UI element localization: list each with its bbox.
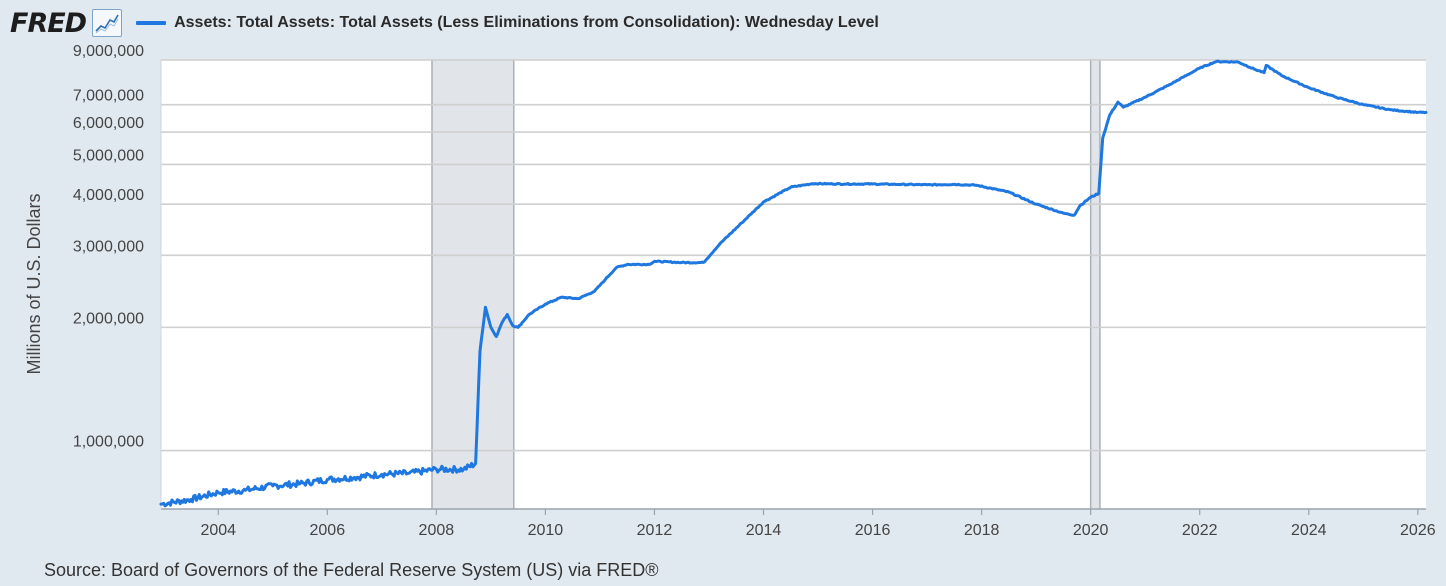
legend-swatch <box>136 21 167 25</box>
x-tick-label: 2016 <box>855 522 891 539</box>
x-tick-label: 2024 <box>1291 522 1327 539</box>
y-tick-label: 5,000,000 <box>73 147 144 164</box>
y-tick-label: 3,000,000 <box>73 238 144 255</box>
fred-logo[interactable]: FRED <box>10 7 87 39</box>
chart-header: FRED Assets: Total Assets: Total Assets … <box>10 6 879 40</box>
y-tick-label: 2,000,000 <box>73 310 144 327</box>
x-tick-label: 2008 <box>419 522 455 539</box>
chart: 1,000,000 2,000,000 3,000,000 4,000,000 5,00… <box>24 43 1436 539</box>
recession-band <box>1089 59 1101 509</box>
plot-area <box>161 59 1426 509</box>
recession-band <box>431 59 515 509</box>
x-tick-label: 2018 <box>964 522 1000 539</box>
x-tick-label: 2020 <box>1073 522 1109 539</box>
line-chart-icon <box>92 9 123 37</box>
y-tick-label: 6,000,000 <box>73 115 144 132</box>
y-axis-title: Millions of U.S. Dollars <box>24 193 44 374</box>
series-line[interactable] <box>159 59 1428 508</box>
x-tick-label: 2026 <box>1400 522 1436 539</box>
y-tick-label: 4,000,000 <box>73 187 144 204</box>
x-tick-label: 2022 <box>1182 522 1218 539</box>
y-tick-label: 9,000,000 <box>73 43 144 60</box>
y-tick-label: 1,000,000 <box>73 434 144 451</box>
x-tick-label: 2012 <box>637 522 673 539</box>
x-tick-label: 2004 <box>200 522 236 539</box>
y-tick-label: 7,000,000 <box>73 88 144 105</box>
source-note: Source: Board of Governors of the Federa… <box>44 560 659 580</box>
legend-label: Assets: Total Assets: Total Assets (Less… <box>174 14 879 31</box>
legend[interactable]: Assets: Total Assets: Total Assets (Less… <box>136 14 879 32</box>
x-tick-label: 2014 <box>746 522 782 539</box>
x-tick-label: 2010 <box>528 522 564 539</box>
x-tick-label: 2006 <box>310 522 346 539</box>
